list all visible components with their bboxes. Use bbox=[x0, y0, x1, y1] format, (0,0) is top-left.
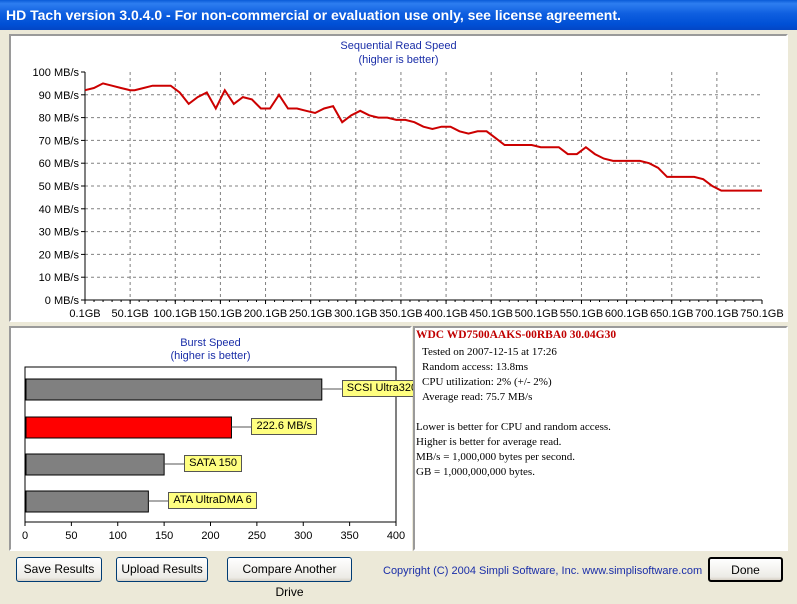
burst-bar bbox=[25, 490, 149, 513]
save-results-button[interactable]: Save Results bbox=[16, 557, 102, 582]
note-higher: Higher is better for average read. bbox=[416, 436, 562, 448]
drive-info: WDC WD7500AAKS-00RBA0 30.04G30 Tested on… bbox=[416, 329, 788, 480]
x-tick-label: 0.1GB bbox=[69, 308, 100, 320]
read-chart: 0 MB/s 10 MB/s 20 MB/s 30 MB/s 40 MB/s 50 MB/… bbox=[33, 67, 784, 320]
average-read: Average read: 75.7 MB/s bbox=[422, 391, 533, 403]
x-tick-label: 600.1GB bbox=[605, 308, 648, 320]
burst-x-tick-label: 0 bbox=[22, 530, 28, 542]
x-tick-label: 200.1GB bbox=[244, 308, 287, 320]
burst-bar bbox=[25, 453, 165, 476]
burst-x-tick-label: 50 bbox=[65, 530, 77, 542]
done-button[interactable]: Done bbox=[708, 557, 783, 582]
x-tick-label: 50.1GB bbox=[111, 308, 148, 320]
x-tick-label: 450.1GB bbox=[469, 308, 512, 320]
upload-results-button[interactable]: Upload Results bbox=[116, 557, 208, 582]
cpu-utilization: CPU utilization: 2% (+/- 2%) bbox=[422, 376, 552, 388]
burst-x-tick-label: 150 bbox=[155, 530, 173, 542]
x-tick-label: 400.1GB bbox=[424, 308, 467, 320]
tested-date: Tested on 2007-12-15 at 17:26 bbox=[422, 346, 557, 358]
note-mbs: MB/s = 1,000,000 bytes per second. bbox=[416, 451, 575, 463]
burst-bar bbox=[25, 378, 323, 401]
burst-x-tick-label: 200 bbox=[201, 530, 219, 542]
burst-x-tick-label: 300 bbox=[294, 530, 312, 542]
random-access: Random access: 13.8ms bbox=[422, 361, 529, 373]
burst-chart-title: Burst Speed bbox=[180, 337, 241, 349]
x-tick-label: 500.1GB bbox=[515, 308, 558, 320]
window-title: HD Tach version 3.0.4.0 - For non-commer… bbox=[6, 7, 621, 23]
burst-chart-subtitle: (higher is better) bbox=[170, 350, 251, 362]
x-tick-label: 350.1GB bbox=[379, 308, 422, 320]
x-tick-label: 550.1GB bbox=[560, 308, 603, 320]
save-results-label: Save Results bbox=[23, 562, 95, 576]
y-tick-label: 10 MB/s bbox=[39, 272, 80, 284]
compare-drive-button[interactable]: Compare Another Drive bbox=[227, 557, 352, 599]
copyright-text: Copyright (C) 2004 Simpli Software, Inc.… bbox=[383, 565, 703, 577]
y-tick-label: 30 MB/s bbox=[39, 227, 80, 239]
y-tick-label: 0 MB/s bbox=[45, 295, 80, 307]
upload-results-label: Upload Results bbox=[121, 562, 203, 576]
y-tick-label: 100 MB/s bbox=[33, 67, 80, 79]
burst-chart: 0 50 100 150 200 250 300 350 400 bbox=[22, 366, 405, 542]
burst-bar-label: SATA 150 bbox=[184, 455, 243, 472]
burst-x-tick-label: 400 bbox=[387, 530, 405, 542]
y-tick-label: 80 MB/s bbox=[39, 113, 80, 125]
burst-bar-label: ATA UltraDMA 6 bbox=[168, 492, 257, 509]
y-tick-label: 40 MB/s bbox=[39, 204, 80, 216]
x-tick-label: 650.1GB bbox=[650, 308, 693, 320]
y-tick-label: 50 MB/s bbox=[39, 181, 80, 193]
x-tick-label: 150.1GB bbox=[199, 308, 242, 320]
drive-info-panel bbox=[413, 326, 788, 551]
x-tick-label: 700.1GB bbox=[695, 308, 738, 320]
drive-name: WDC WD7500AAKS-00RBA0 30.04G30 bbox=[416, 329, 617, 341]
x-tick-label: 250.1GB bbox=[289, 308, 332, 320]
y-tick-label: 60 MB/s bbox=[39, 158, 80, 170]
done-label: Done bbox=[731, 563, 760, 577]
compare-drive-label: Compare Another Drive bbox=[242, 562, 337, 599]
x-tick-label: 750.1GB bbox=[740, 308, 783, 320]
note-gb: GB = 1,000,000,000 bytes. bbox=[416, 466, 535, 478]
x-tick-label: 100.1GB bbox=[154, 308, 197, 320]
read-chart-subtitle: (higher is better) bbox=[358, 54, 439, 66]
burst-x-tick-label: 350 bbox=[340, 530, 358, 542]
y-tick-label: 90 MB/s bbox=[39, 90, 80, 102]
note-lower: Lower is better for CPU and random acces… bbox=[416, 421, 611, 433]
y-tick-label: 20 MB/s bbox=[39, 249, 80, 261]
read-chart-panel bbox=[9, 34, 788, 322]
y-tick-label: 70 MB/s bbox=[39, 135, 80, 147]
read-chart-title: Sequential Read Speed bbox=[340, 40, 457, 52]
title-bar: HD Tach version 3.0.4.0 - For non-commer… bbox=[0, 0, 797, 30]
burst-bar-label: SCSI Ultra320 bbox=[341, 380, 423, 397]
read-speed-line bbox=[84, 82, 762, 192]
burst-x-tick-label: 100 bbox=[109, 530, 127, 542]
x-tick-label: 300.1GB bbox=[334, 308, 377, 320]
burst-bar-label: 222.6 MB/s bbox=[251, 418, 318, 435]
burst-x-tick-label: 250 bbox=[248, 530, 266, 542]
burst-bar bbox=[25, 416, 232, 439]
